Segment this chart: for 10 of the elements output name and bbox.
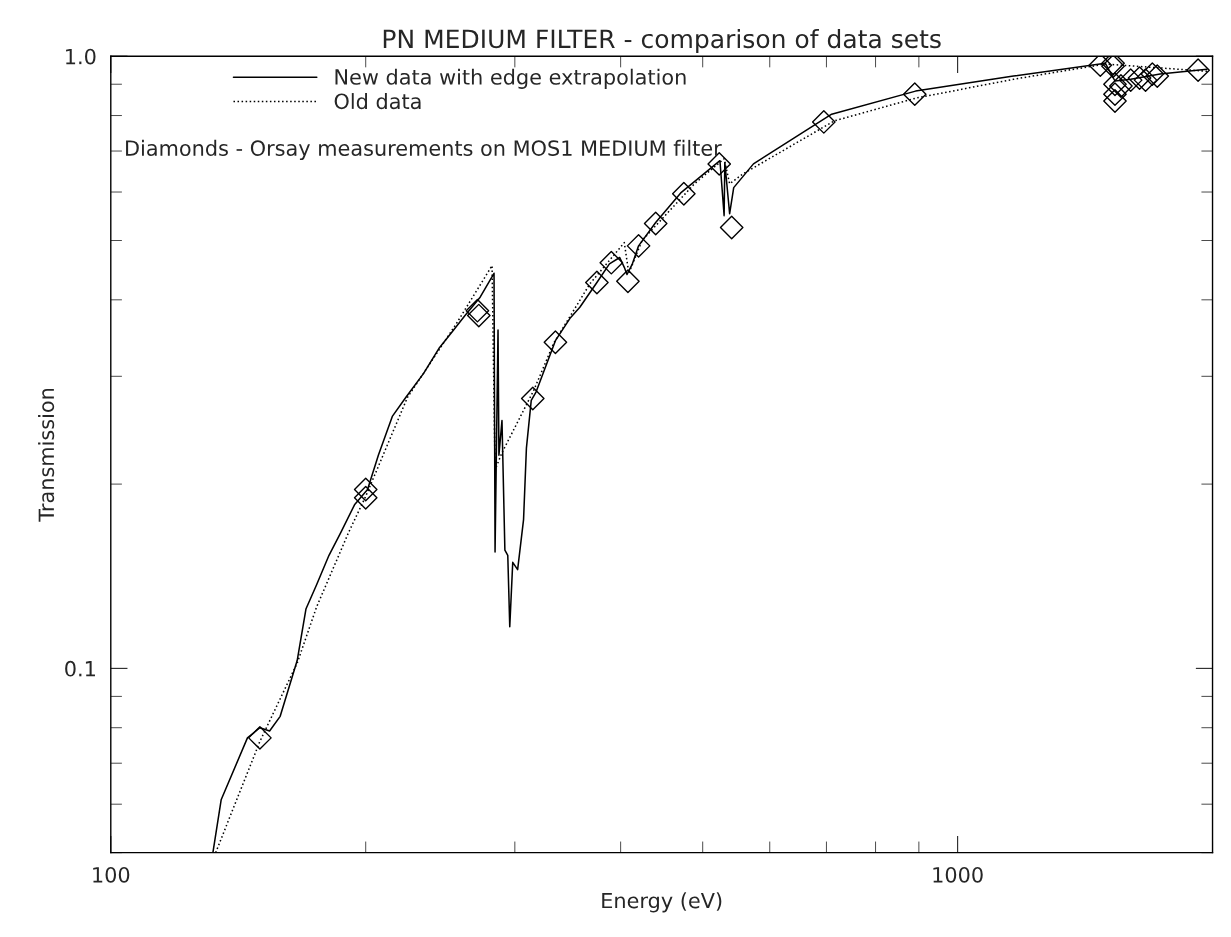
chart-title: PN MEDIUM FILTER - comparison of data sets — [383, 28, 941, 54]
x-axis-title: Energy (eV) — [602, 892, 722, 913]
y-axis-title: Transmission — [38, 388, 55, 522]
annotation: Diamonds - Orsay measurements on MOS1 MEDIUM filter — [126, 139, 722, 161]
x-tick-label: 1000 — [933, 866, 983, 883]
legend-label: New data with edge extrapolation — [335, 68, 686, 89]
x-tick-label: 100 — [93, 866, 130, 883]
legend-label: Old data — [334, 93, 421, 110]
y-tick-label: 1.0 — [66, 48, 96, 65]
y-tick-label: 0.1 — [65, 660, 95, 677]
